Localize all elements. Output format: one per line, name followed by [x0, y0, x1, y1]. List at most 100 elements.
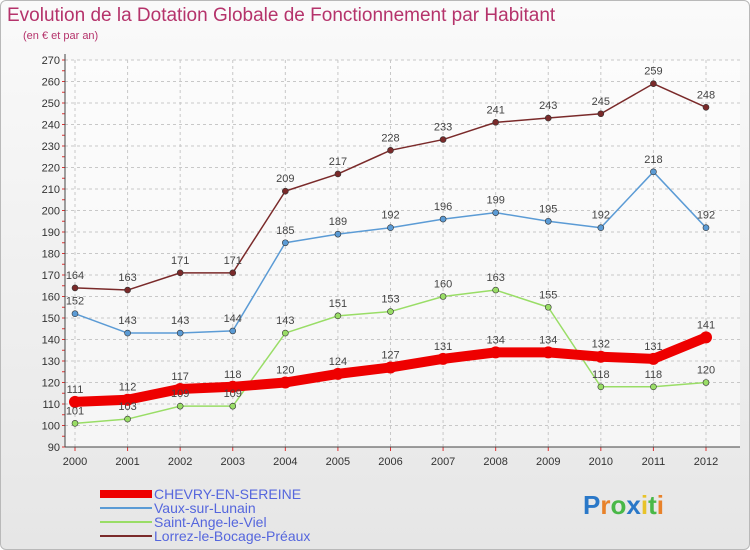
legend-swatch-lorrez [100, 535, 152, 537]
y-tick-label: 170 [42, 270, 60, 282]
data-label: 141 [697, 319, 715, 331]
y-tick-label: 190 [42, 227, 60, 239]
data-point [544, 303, 552, 311]
data-label: 192 [381, 210, 399, 222]
data-label: 118 [224, 369, 242, 381]
logo-letter: r [600, 490, 611, 520]
data-label: 199 [486, 195, 504, 207]
y-tick-label: 230 [42, 141, 60, 153]
data-point [334, 312, 342, 320]
data-label: 259 [644, 66, 662, 78]
data-point [71, 420, 79, 427]
data-point [492, 286, 499, 294]
data-point [700, 331, 712, 344]
data-point [544, 217, 552, 225]
data-label: 163 [486, 272, 504, 284]
data-point [176, 269, 184, 277]
legend-label-chevry: CHEVRY-EN-SEREINE [154, 486, 302, 502]
data-point [387, 308, 394, 315]
data-label: 118 [645, 369, 663, 381]
data-point [71, 284, 79, 292]
legend-swatch-vaux [100, 507, 152, 509]
data-label: 103 [118, 401, 136, 413]
logo-letter: i [656, 490, 664, 520]
y-tick-label: 210 [42, 184, 60, 196]
data-point [437, 352, 450, 365]
y-tick-label: 140 [42, 335, 60, 347]
data-point [597, 110, 605, 118]
data-label: 153 [381, 294, 399, 306]
data-label: 171 [171, 255, 189, 267]
data-label: 171 [224, 255, 242, 267]
data-label: 144 [224, 313, 242, 325]
data-label: 218 [644, 154, 662, 166]
data-point [492, 119, 499, 126]
data-point [594, 350, 607, 363]
x-tick-label: 2006 [378, 456, 402, 468]
y-tick-label: 130 [42, 356, 60, 368]
data-label: 155 [539, 289, 557, 301]
data-point [176, 402, 184, 410]
legend-item-vaux: Vaux-sur-Lunain [100, 500, 360, 516]
legend-label-saint-ange: Saint-Ange-le-Viel [154, 514, 267, 530]
data-point [334, 230, 342, 238]
data-label: 111 [67, 384, 84, 396]
y-tick-label: 160 [42, 292, 60, 304]
data-label: 143 [171, 315, 189, 327]
logo-letter: x [626, 490, 641, 520]
data-point [176, 329, 184, 337]
data-point [387, 147, 394, 154]
data-point [439, 136, 447, 143]
data-point [124, 286, 131, 294]
chart-title: Evolution de la Dotation Globale de Fonc… [7, 5, 556, 26]
legend-label-vaux: Vaux-sur-Lunain [154, 500, 256, 516]
y-tick-label: 150 [42, 313, 60, 325]
x-tick-label: 2001 [115, 456, 139, 468]
x-tick-label: 2011 [642, 456, 666, 468]
data-label: 127 [381, 349, 399, 361]
data-label: 243 [539, 100, 557, 112]
x-tick-label: 2003 [221, 456, 245, 468]
x-tick-label: 2004 [273, 456, 297, 468]
data-label: 228 [381, 132, 399, 144]
data-label: 109 [171, 388, 189, 400]
x-tick-label: 2000 [63, 456, 87, 468]
data-label: 217 [329, 156, 347, 168]
data-point [174, 382, 187, 395]
data-label: 196 [434, 201, 452, 213]
y-tick-label: 90 [48, 442, 60, 454]
data-label: 132 [592, 339, 610, 351]
logo-letter: P [583, 490, 601, 520]
data-label: 164 [66, 270, 84, 282]
y-tick-label: 200 [42, 206, 60, 218]
logo-letter: i [640, 490, 649, 520]
data-point [439, 215, 447, 223]
data-point [124, 415, 131, 423]
data-point [331, 367, 344, 380]
data-point [279, 376, 292, 389]
data-label: 160 [434, 279, 452, 291]
data-point [334, 170, 342, 178]
x-tick-label: 2008 [483, 456, 507, 468]
data-label: 120 [276, 365, 294, 377]
data-point [597, 224, 605, 231]
y-tick-label: 270 [42, 55, 60, 67]
data-label: 163 [118, 272, 136, 284]
data-label: 189 [329, 216, 347, 228]
data-label: 112 [119, 382, 137, 394]
data-point [650, 168, 657, 176]
data-point [229, 402, 237, 410]
data-point [387, 224, 394, 231]
data-label: 131 [434, 341, 452, 353]
legend-item-chevry: CHEVRY-EN-SEREINE [100, 486, 360, 502]
proxiti-logo: Proxiti [583, 490, 664, 521]
y-tick-label: 220 [42, 163, 60, 175]
y-tick-label: 180 [42, 249, 60, 261]
data-point [282, 187, 289, 195]
y-tick-label: 240 [42, 120, 60, 132]
data-point [542, 346, 555, 359]
data-point [226, 380, 239, 393]
data-label: 248 [697, 89, 715, 101]
data-label: 134 [539, 334, 557, 346]
y-tick-label: 250 [42, 98, 60, 110]
